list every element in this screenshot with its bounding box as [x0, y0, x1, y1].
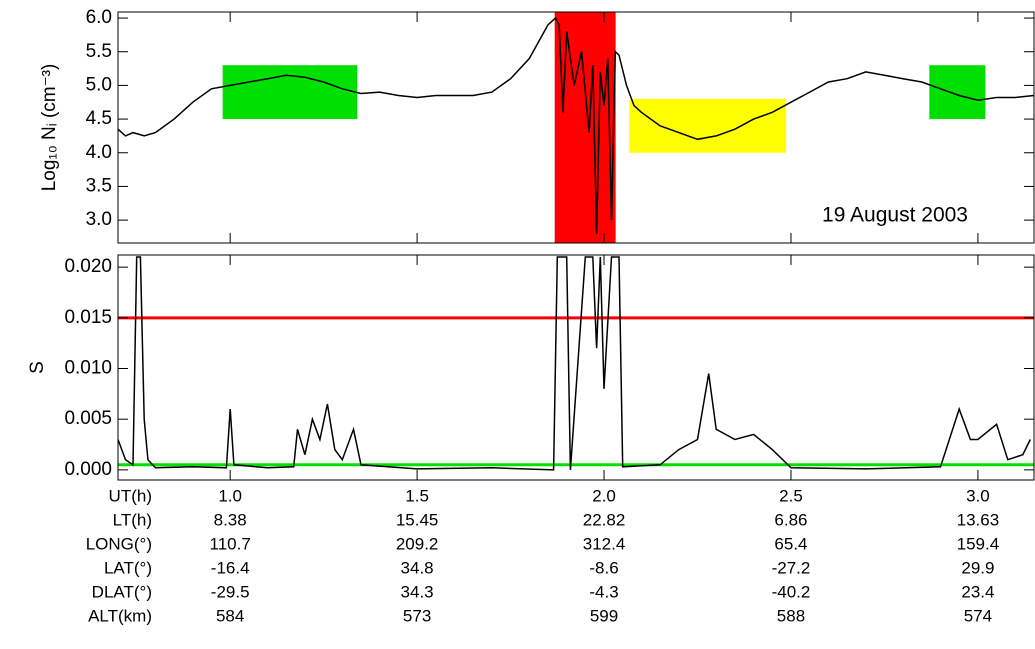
- row-value: 6.86: [774, 510, 807, 529]
- annotation: 19 August 2003: [822, 204, 968, 227]
- row-value: 599: [590, 606, 618, 625]
- row-value: 209.2: [396, 534, 439, 553]
- y-tick-label: 4.0: [86, 142, 112, 163]
- row-label: LONG(°): [86, 534, 152, 553]
- row-value: 8.38: [214, 510, 247, 529]
- row-value: 312.4: [583, 534, 626, 553]
- row-value: -27.2: [772, 558, 811, 577]
- row-value: 34.3: [401, 582, 434, 601]
- x-tick-label: 3.0: [966, 486, 990, 505]
- y-tick-label: 0.005: [64, 408, 112, 429]
- x-tick-label: 2.5: [779, 486, 803, 505]
- y-tick-label: 0.015: [64, 307, 112, 328]
- row-value: 29.9: [961, 558, 994, 577]
- plot-frame: [117, 11, 1035, 244]
- row-label: ALT(km): [88, 606, 152, 625]
- row-value: 13.63: [957, 510, 1000, 529]
- row-value: 574: [964, 606, 992, 625]
- row-value: 15.45: [396, 510, 439, 529]
- plot-area: [118, 12, 1035, 243]
- row-value: 110.7: [210, 534, 251, 553]
- y-tick-label: 4.5: [86, 108, 112, 129]
- row-value: 159.4: [957, 534, 1000, 553]
- highlight-region: [222, 65, 358, 120]
- row-value: 23.4: [961, 582, 994, 601]
- y-tick-label: 0.020: [64, 256, 112, 277]
- x-tick-label: 2.0: [592, 486, 616, 505]
- row-value: 588: [777, 606, 805, 625]
- y-axis-label: Log₁₀ Nᵢ (cm⁻³): [39, 64, 60, 192]
- x-axis-label: UT(h): [109, 486, 152, 505]
- y-axis-label: S: [27, 361, 48, 374]
- row-label: LT(h): [113, 510, 152, 529]
- row-value: -40.2: [772, 582, 811, 601]
- y-tick-label: 5.5: [86, 41, 112, 62]
- row-value: -4.3: [589, 582, 618, 601]
- row-value: 584: [216, 606, 244, 625]
- y-tick-label: 3.0: [86, 209, 112, 230]
- highlight-region: [554, 12, 616, 243]
- data-line: [118, 16, 1035, 234]
- x-tick-label: 1.0: [218, 486, 242, 505]
- row-value: 34.8: [401, 558, 434, 577]
- row-label: LAT(°): [104, 558, 152, 577]
- y-tick-label: 0.000: [64, 459, 112, 480]
- y-tick-label: 0.010: [64, 358, 112, 379]
- y-tick-label: 5.0: [86, 74, 112, 95]
- row-value: -29.5: [211, 582, 250, 601]
- x-tick-label: 1.5: [405, 486, 429, 505]
- row-value: 573: [403, 606, 431, 625]
- highlight-region: [929, 65, 986, 120]
- row-value: -16.4: [211, 558, 250, 577]
- y-tick-label: 3.5: [86, 175, 112, 196]
- row-label: DLAT(°): [92, 582, 152, 601]
- highlight-region: [629, 98, 787, 153]
- row-value: 22.82: [583, 510, 626, 529]
- y-tick-label: 6.0: [86, 7, 112, 28]
- row-value: 65.4: [774, 534, 807, 553]
- data-line: [118, 256, 1031, 471]
- plot-area: [118, 256, 1034, 471]
- row-value: -8.6: [589, 558, 618, 577]
- plot-frame: [117, 254, 1035, 481]
